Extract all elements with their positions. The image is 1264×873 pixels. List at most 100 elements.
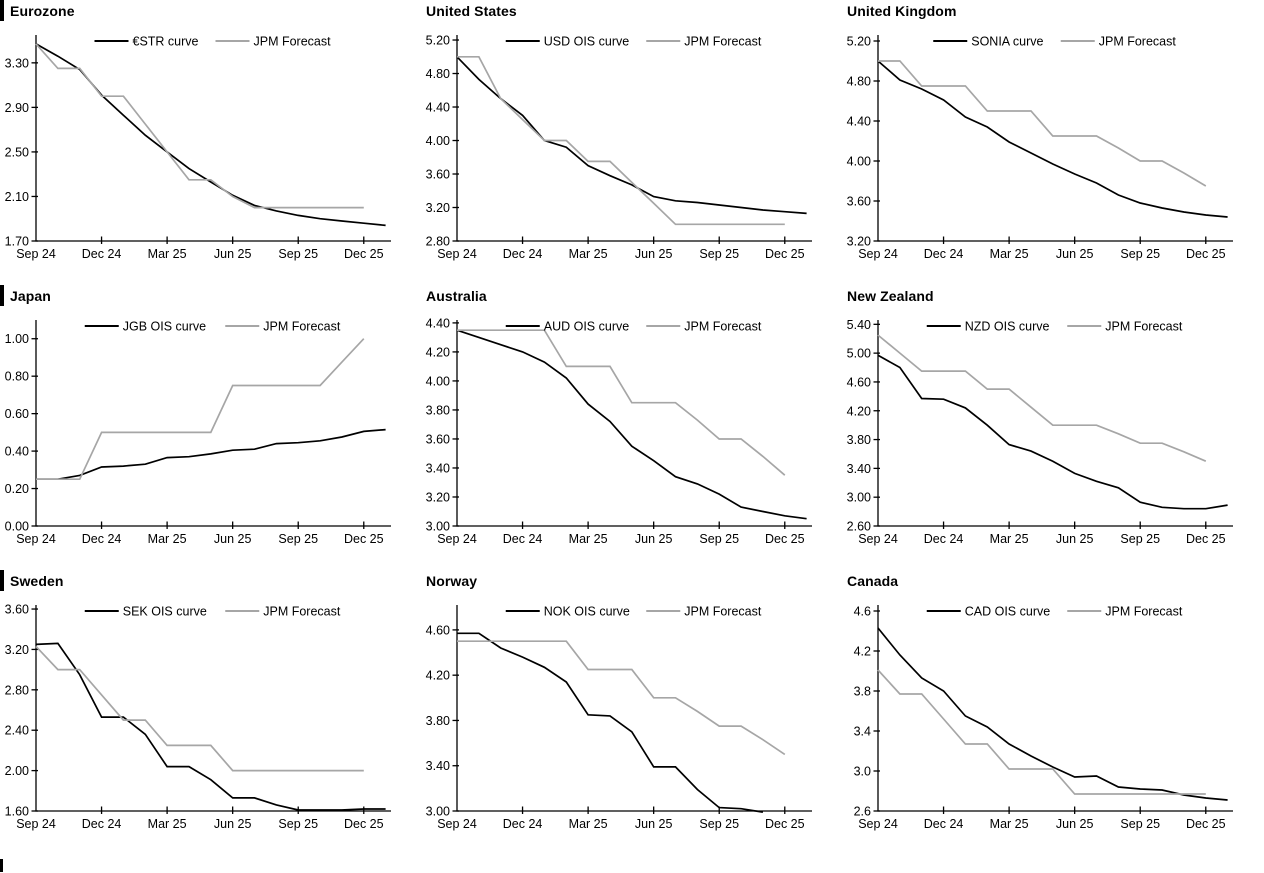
x-tick-label: Jun 25	[214, 532, 252, 546]
x-tick-label: Dec 25	[1186, 532, 1226, 546]
legend-label: JPM Forecast	[1105, 320, 1183, 334]
chart-united-kingdom: United Kingdom 3.20 3.60 4.00 4.40 4.80 5.20 S…	[842, 0, 1264, 285]
chart-australia: Australia 3.00 3.20 3.40 3.60 3.80 4.00 4.20 4.…	[421, 285, 842, 570]
chart-sweden: Sweden 1.60 2.00 2.40 2.80 3.20 3.60 Sep 24 Dec…	[0, 570, 421, 873]
y-tick-label: 0.20	[5, 482, 29, 496]
legend-label: JPM Forecast	[1099, 35, 1177, 49]
line-chart-eurozone: 1.70 2.10 2.50 2.90 3.30 Sep 24 Dec 24 Mar 25 Ju…	[5, 35, 391, 261]
x-tick-label: Sep 25	[278, 817, 318, 831]
x-tick-label: Jun 25	[214, 817, 252, 831]
y-tick-label: 3.30	[5, 56, 29, 70]
series-line	[457, 329, 786, 476]
x-tick-label: Sep 24	[858, 817, 898, 831]
x-tick-label: Jun 25	[635, 532, 673, 546]
y-tick-label: 3.4	[854, 725, 871, 739]
x-tick-label: Dec 25	[344, 817, 384, 831]
y-tick-label: 2.00	[5, 764, 29, 778]
x-tick-label: Dec 24	[503, 247, 543, 261]
series-line	[457, 640, 786, 756]
series-line	[36, 338, 365, 481]
legend-label: JPM Forecast	[684, 320, 762, 334]
x-tick-label: Mar 25	[569, 817, 608, 831]
chart-united-states: United States 2.80 3.20 3.60 4.00 4.40 4.80 5.…	[421, 0, 842, 285]
x-tick-label: Sep 24	[16, 532, 56, 546]
y-tick-label: 3.80	[426, 714, 450, 728]
x-tick-label: Dec 25	[765, 532, 805, 546]
legend-label: SONIA curve	[971, 35, 1043, 49]
x-tick-label: Mar 25	[990, 247, 1029, 261]
y-tick-label: 3.8	[854, 685, 871, 699]
line-chart-sweden: 1.60 2.00 2.40 2.80 3.20 3.60 Sep 24 Dec 24 Mar …	[5, 603, 391, 831]
y-tick-label: 4.20	[426, 669, 450, 683]
y-tick-label: 4.40	[426, 316, 450, 330]
y-tick-label: 4.60	[847, 375, 871, 389]
chart-canada: Canada 2.6 3.0 3.4 3.8 4.2 4.6 Sep 24 Dec 24 Mar…	[842, 570, 1264, 873]
x-tick-label: Sep 24	[437, 532, 477, 546]
x-tick-label: Mar 25	[990, 817, 1029, 831]
y-tick-label: 4.40	[847, 115, 871, 129]
x-tick-label: Sep 25	[278, 247, 318, 261]
series-line	[457, 632, 764, 813]
legend-label: USD OIS curve	[544, 35, 629, 49]
y-tick-label: 3.80	[426, 403, 450, 417]
legend-label: NZD OIS curve	[965, 320, 1050, 334]
x-tick-label: Dec 25	[1186, 247, 1226, 261]
x-tick-label: Sep 24	[437, 817, 477, 831]
y-tick-label: 4.80	[847, 75, 871, 89]
y-tick-label: 2.80	[426, 235, 450, 249]
x-tick-label: Dec 24	[924, 532, 964, 546]
y-tick-label: 3.0	[854, 765, 871, 779]
x-tick-label: Sep 24	[437, 247, 477, 261]
y-tick-label: 4.00	[426, 134, 450, 148]
y-tick-label: 3.20	[426, 490, 450, 504]
line-chart-norway: 3.00 3.40 3.80 4.20 4.60 Sep 24 Dec 24 Mar 25 Ju…	[426, 605, 812, 831]
y-tick-label: 4.00	[426, 374, 450, 388]
y-tick-label: 3.00	[426, 520, 450, 534]
y-tick-label: 2.6	[854, 805, 871, 819]
x-tick-label: Jun 25	[1056, 817, 1094, 831]
series-line	[35, 43, 386, 227]
x-tick-label: Sep 25	[699, 247, 739, 261]
y-tick-label: 0.40	[5, 445, 29, 459]
x-tick-label: Dec 25	[344, 247, 384, 261]
y-tick-label: 0.00	[5, 520, 29, 534]
x-tick-label: Dec 24	[503, 817, 543, 831]
series-line	[878, 60, 1207, 187]
chart-title-japan: Japan	[0, 285, 421, 306]
y-tick-label: 5.20	[426, 34, 450, 48]
series-line	[35, 43, 364, 209]
y-tick-label: 2.10	[5, 190, 29, 204]
series-line	[877, 354, 1228, 510]
chart-title-new-zealand: New Zealand	[847, 288, 934, 304]
y-tick-label: 2.90	[5, 101, 29, 115]
y-tick-label: 0.80	[5, 370, 29, 384]
chart-title-united-kingdom: United Kingdom	[847, 3, 957, 19]
y-tick-label: 3.40	[426, 759, 450, 773]
x-tick-label: Dec 24	[924, 247, 964, 261]
series-line	[457, 55, 785, 226]
y-tick-label: 2.80	[5, 683, 29, 697]
y-tick-label: 4.6	[854, 605, 871, 619]
y-tick-label: 0.60	[5, 407, 29, 421]
x-tick-label: Sep 25	[1120, 817, 1160, 831]
y-tick-label: 5.40	[847, 318, 871, 332]
x-tick-label: Sep 24	[858, 247, 898, 261]
y-tick-label: 3.40	[426, 461, 450, 475]
legend-label: CAD OIS curve	[965, 605, 1050, 619]
x-tick-label: Mar 25	[148, 532, 187, 546]
y-tick-label: 3.60	[847, 195, 871, 209]
chart-norway: Norway 3.00 3.40 3.80 4.20 4.60 Sep 24 Dec 24 M…	[421, 570, 842, 873]
y-tick-label: 3.80	[847, 433, 871, 447]
x-tick-label: Jun 25	[1056, 532, 1094, 546]
x-tick-label: Mar 25	[148, 817, 187, 831]
x-tick-label: Dec 25	[344, 532, 384, 546]
page-corner-mark	[0, 859, 3, 872]
x-tick-label: Sep 25	[278, 532, 318, 546]
series-line	[36, 428, 386, 481]
y-tick-label: 5.00	[847, 347, 871, 361]
y-tick-label: 3.40	[847, 462, 871, 476]
x-tick-label: Mar 25	[569, 247, 608, 261]
x-tick-label: Dec 24	[82, 247, 122, 261]
legend-label: €STR curve	[133, 35, 199, 49]
y-tick-label: 3.60	[426, 432, 450, 446]
